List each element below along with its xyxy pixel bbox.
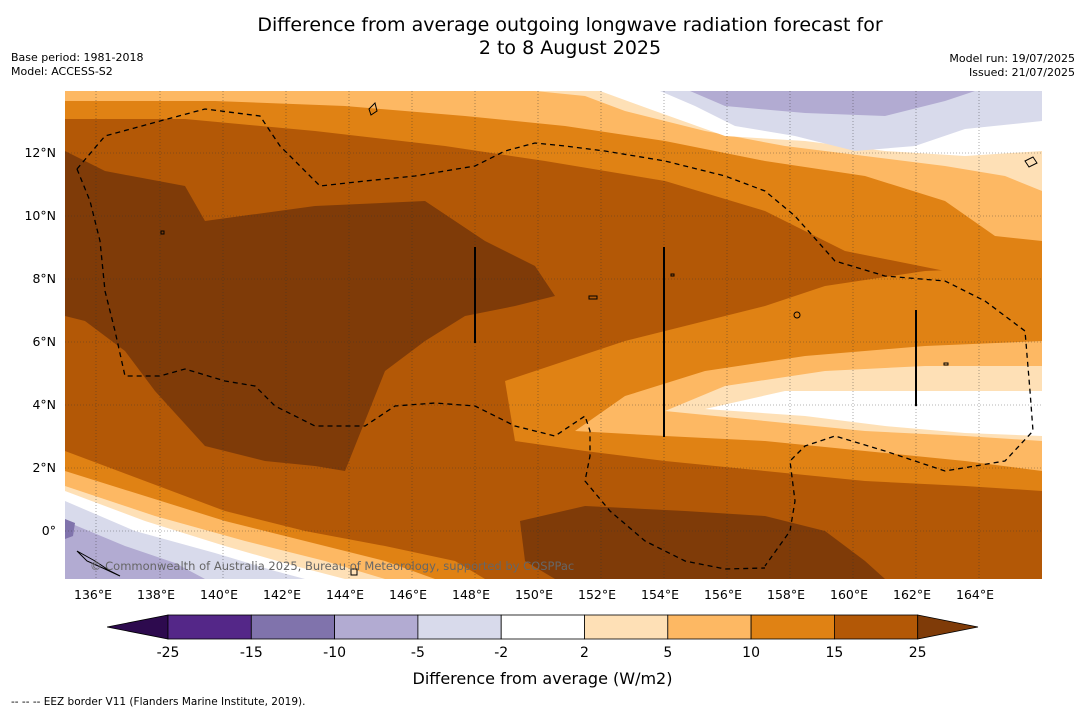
lon-tick-label: 144°E: [326, 587, 365, 602]
colorbar-segment: [667, 614, 752, 640]
map-area: [65, 91, 1042, 579]
colorbar-segment: [834, 614, 919, 640]
colorbar-segment: [250, 614, 336, 640]
colorbar-segment: [750, 614, 835, 640]
lon-tick-label: 160°E: [830, 587, 869, 602]
lon-tick-label: 140°E: [200, 587, 239, 602]
lat-tick-label: 6°N: [32, 334, 56, 349]
island: [793, 311, 801, 319]
meta-right: Model run: 19/07/2025 Issued: 21/07/2025: [949, 52, 1075, 80]
eez-border-south: [76, 168, 766, 570]
lat-tick-label: 12°N: [24, 145, 56, 160]
colorbar-tick-label: -2: [494, 645, 509, 661]
lon-tick-label: 142°E: [263, 587, 302, 602]
lon-tick-label: 158°E: [767, 587, 806, 602]
gridlines: [65, 91, 1042, 579]
colorbar-segment: [334, 614, 419, 640]
islands: [76, 102, 1038, 577]
band-above-25-south: [520, 506, 885, 579]
colorbar: [106, 614, 979, 644]
map-svg: [65, 91, 1042, 579]
island: [76, 550, 121, 577]
colorbar-tick-label: 2: [580, 645, 589, 661]
lon-tick-label: 148°E: [452, 587, 491, 602]
colorbar-tick-label: -5: [410, 645, 425, 661]
title-line-2: 2 to 8 August 2025: [478, 37, 662, 59]
colorbar-extend-min: [106, 614, 169, 640]
colorbar-tick-label: -25: [156, 645, 180, 661]
island: [350, 568, 358, 576]
model-name: Model: ACCESS-S2: [11, 65, 113, 78]
island: [588, 295, 598, 300]
island: [1024, 156, 1038, 168]
band-minus-10-north: [690, 91, 975, 116]
title-line-1: Difference from average outgoing longwav…: [257, 14, 883, 36]
island: [160, 230, 165, 235]
lon-tick-label: 162°E: [893, 587, 932, 602]
lon-tick-label: 138°E: [137, 587, 176, 602]
band-minus-15-sw: [65, 519, 75, 539]
island: [943, 362, 949, 366]
colorbar-svg: [106, 614, 979, 640]
lat-tick-label: 10°N: [24, 208, 56, 223]
island: [368, 102, 378, 116]
colorbar-tick-label: 15: [825, 645, 844, 661]
lat-tick-label: 0°: [41, 523, 56, 538]
colorbar-extend-max: [917, 614, 979, 640]
map-title: Difference from average outgoing longwav…: [0, 14, 1085, 60]
lon-tick-label: 150°E: [515, 587, 554, 602]
colorbar-segment: [500, 614, 585, 640]
colorbar-tick-label: 5: [663, 645, 673, 661]
island: [670, 273, 675, 277]
lon-tick-label: 152°E: [578, 587, 617, 602]
colorbar-tick-label: 10: [742, 645, 761, 661]
lat-tick-label: 4°N: [32, 397, 56, 412]
lat-tick-label: 8°N: [32, 271, 56, 286]
lon-tick-label: 154°E: [641, 587, 680, 602]
copyright-text: © Commonwealth of Australia 2025, Bureau…: [90, 559, 575, 573]
lon-tick-label: 164°E: [956, 587, 995, 602]
eez-legend-footer: -- -- -- EEZ border V11 (Flanders Marine…: [11, 696, 306, 708]
lon-tick-label: 136°E: [74, 587, 113, 602]
colorbar-tick-label: 25: [908, 645, 927, 661]
issued-date: Issued: 21/07/2025: [968, 66, 1075, 79]
colorbar-segment: [167, 614, 252, 640]
colorbar-title: Difference from average (W/m2): [412, 669, 673, 688]
band-above-25-central: [65, 151, 555, 471]
colorbar-tick-label: -15: [239, 645, 263, 661]
colorbar-tick-label: -10: [323, 645, 347, 661]
lon-tick-label: 146°E: [389, 587, 428, 602]
base-period: Base period: 1981-2018: [11, 51, 144, 64]
band-neutral-mid: [705, 391, 1042, 436]
meta-left: Base period: 1981-2018 Model: ACCESS-S2: [11, 51, 143, 79]
colorbar-segment: [584, 614, 669, 640]
lat-tick-label: 2°N: [32, 460, 56, 475]
lon-tick-label: 156°E: [704, 587, 743, 602]
border-lines: [474, 247, 917, 437]
model-run: Model run: 19/07/2025: [949, 52, 1075, 65]
colorbar-segment: [417, 614, 502, 640]
